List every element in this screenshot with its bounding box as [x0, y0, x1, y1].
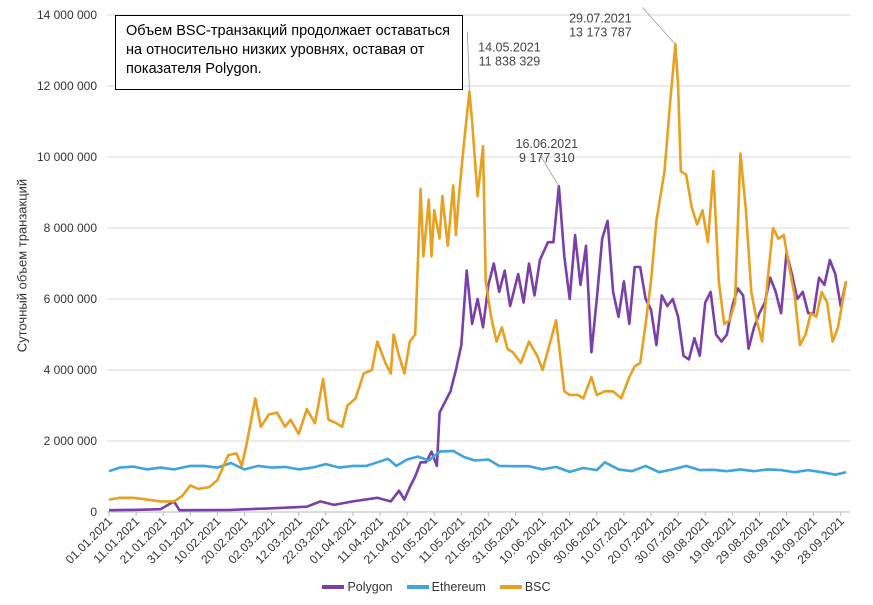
series-line-ethereum [108, 449, 847, 476]
y-axis-label: Суточный объем транзакций [14, 178, 30, 353]
legend-swatch-ethereum [406, 585, 429, 589]
annotation-value: 13 173 787 [569, 25, 632, 39]
annotation-leader [538, 152, 560, 187]
annotation-date: 29.07.2021 [569, 11, 632, 25]
series-line-polygon [108, 184, 848, 512]
legend-item-bsc[interactable]: BSC [499, 580, 551, 594]
annotation-date: 14.05.2021 [478, 41, 541, 55]
legend-swatch-bsc [499, 585, 522, 589]
y-tick-label: 10 000 000 [37, 150, 97, 164]
y-tick-label: 14 000 000 [37, 8, 97, 22]
legend-label: Ethereum [431, 580, 486, 594]
annotation-date: 16.06.2021 [516, 137, 579, 151]
legend-item-polygon[interactable]: Polygon [322, 580, 393, 594]
y-tick-label: 6 000 000 [44, 292, 98, 306]
annotation-leader [642, 7, 676, 45]
annotation-leader [467, 31, 470, 92]
series-line-bsc [108, 43, 848, 503]
y-tick-label: 8 000 000 [44, 221, 98, 235]
annotation-value: 11 838 329 [479, 55, 541, 69]
legend-swatch-polygon [322, 585, 345, 589]
legend-label: Polygon [347, 580, 393, 594]
y-tick-label: 4 000 000 [44, 363, 98, 377]
y-tick-label: 2 000 000 [44, 434, 98, 448]
note-box: Объем BSC-транзакций продолжает оставать… [115, 15, 463, 90]
legend-item-ethereum[interactable]: Ethereum [406, 580, 486, 594]
y-tick-label: 12 000 000 [37, 79, 97, 93]
legend-label: BSC [524, 580, 551, 594]
legend: Polygon Ethereum BSC [0, 580, 873, 594]
annotation-value: 9 177 310 [519, 151, 575, 165]
y-tick-label: 0 [90, 505, 97, 519]
